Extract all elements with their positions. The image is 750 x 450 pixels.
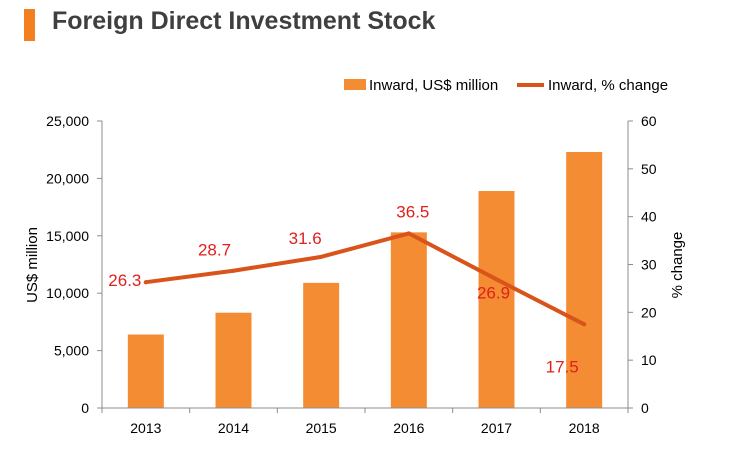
legend: Inward, US$ million Inward, % change: [344, 77, 668, 94]
x-tick-label-2015: 2015: [306, 420, 337, 436]
bar-2014: [215, 312, 252, 408]
line-point-2015: [319, 254, 324, 259]
line-point-2014: [231, 268, 236, 273]
legend-label-bars: Inward, US$ million: [369, 77, 498, 94]
y-right-tick-label: 10: [641, 352, 657, 368]
line-point-2013: [143, 280, 148, 285]
x-tick-label-2018: 2018: [569, 420, 600, 436]
y-axis-right-title: % change: [669, 232, 686, 299]
y-axis-left-title: US$ million: [24, 227, 41, 303]
line-point-2017: [494, 277, 499, 282]
y-left-tick-label: 10,000: [46, 285, 89, 301]
data-label-2013: 26.3: [108, 271, 141, 290]
data-label-2014: 28.7: [198, 241, 231, 260]
x-tick-label-2013: 2013: [130, 420, 161, 436]
legend-label-line: Inward, % change: [548, 77, 668, 94]
y-right-tick-label: 60: [641, 113, 657, 129]
title-accent-bar: [24, 9, 35, 41]
y-left-tick-label: 15,000: [46, 228, 89, 244]
y-left-tick-label: 5,000: [54, 343, 89, 359]
y-right-tick-label: 40: [641, 209, 657, 225]
bar-2013: [127, 334, 164, 408]
x-tick-label-2016: 2016: [393, 420, 424, 436]
bar-2017: [478, 191, 515, 408]
chart-title: Foreign Direct Investment Stock: [52, 7, 436, 35]
y-right-tick-label: 30: [641, 257, 657, 273]
bar-2015: [303, 282, 340, 408]
data-label-2016: 36.5: [396, 202, 429, 221]
line-point-2018: [582, 322, 587, 327]
bar-2016: [390, 232, 427, 408]
x-tick-label-2014: 2014: [218, 420, 249, 436]
line-point-2016: [406, 231, 411, 236]
data-label-2017: 26.9: [477, 283, 510, 302]
y-right-tick-label: 50: [641, 161, 657, 177]
data-label-2015: 31.6: [289, 229, 322, 248]
x-tick-label-2017: 2017: [481, 420, 512, 436]
series-line-pct-change: [143, 231, 587, 327]
y-left-tick-label: 0: [81, 400, 89, 416]
y-left-tick-label: 25,000: [46, 113, 89, 129]
y-right-tick-label: 20: [641, 304, 657, 320]
data-label-2018: 17.5: [546, 357, 579, 376]
bar-2018: [566, 151, 603, 408]
y-right-tick-label: 0: [641, 400, 649, 416]
legend-swatch-bars: [344, 79, 366, 90]
y-left-tick-label: 20,000: [46, 170, 89, 186]
